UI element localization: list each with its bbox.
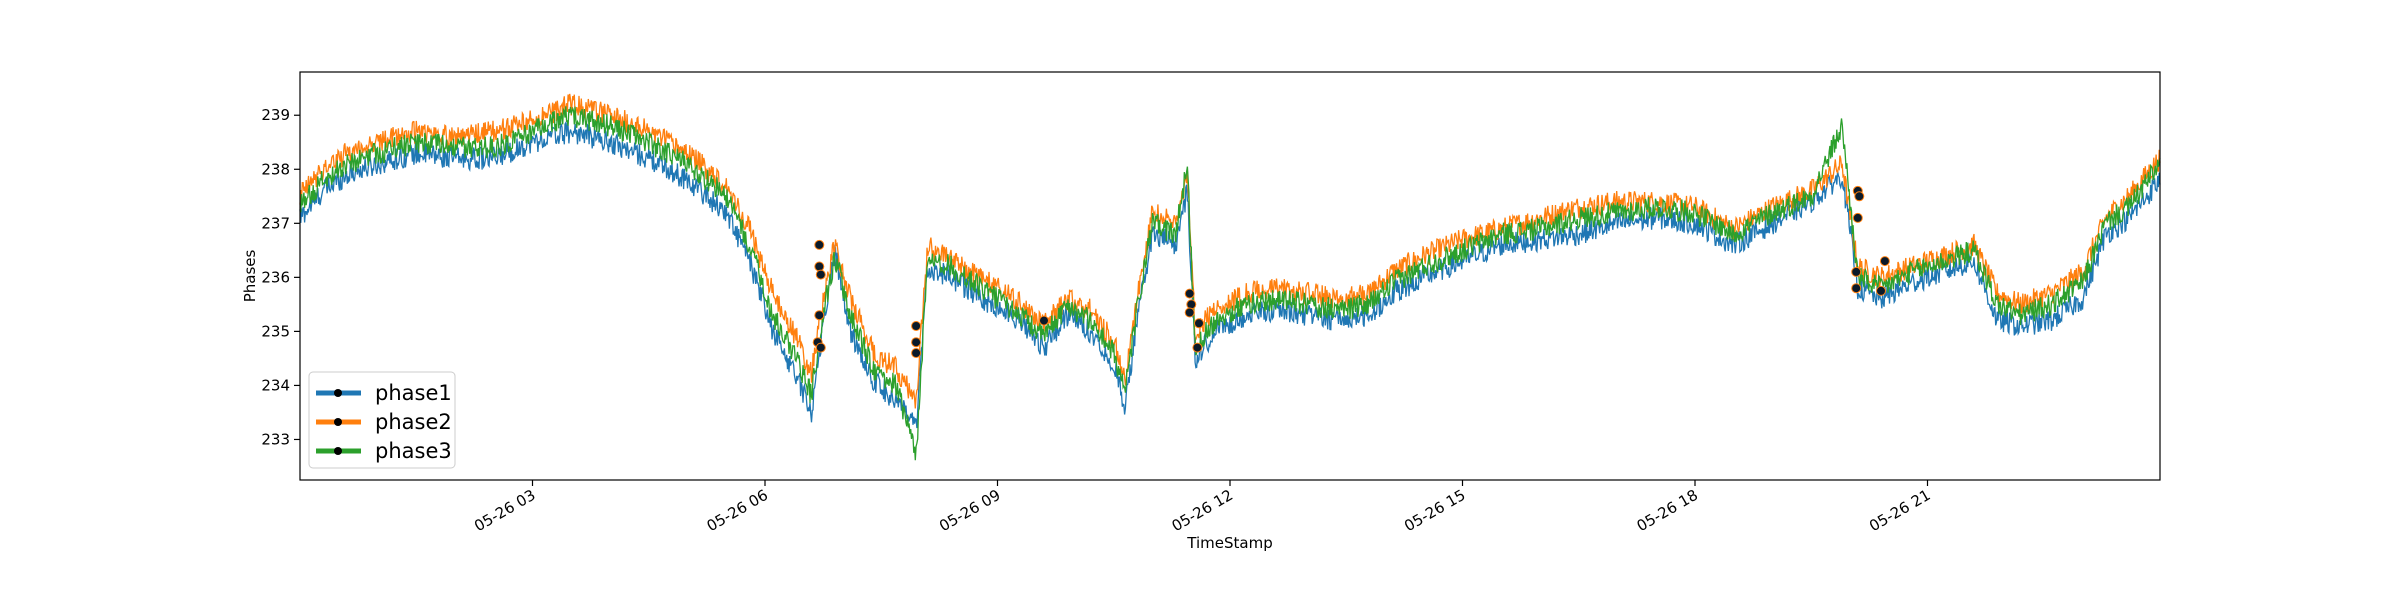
- anomaly-marker: [814, 261, 825, 272]
- y-axis-label: Phases: [241, 250, 259, 303]
- y-tick-label: 235: [261, 322, 290, 340]
- anomaly-marker: [1876, 285, 1886, 296]
- anomaly-marker: [1851, 283, 1862, 294]
- legend-entry-phase3: phase3: [316, 439, 452, 463]
- x-tick-label: 05-26 09: [936, 486, 1003, 535]
- legend-marker-phase3: [334, 447, 342, 455]
- x-axis: 05-26 03 05-26 06 05-26 09 05-26 12 05-26 15…: [471, 480, 1934, 535]
- y-tick-label: 233: [261, 430, 290, 448]
- x-tick-label: 05-26 21: [1866, 486, 1933, 535]
- anomaly-marker: [1851, 266, 1862, 277]
- anomaly-marker: [1854, 191, 1865, 202]
- anomaly-marker: [814, 239, 825, 250]
- anomaly-marker: [911, 348, 922, 358]
- x-tick-label: 05-26 15: [1401, 486, 1468, 535]
- y-tick-label: 234: [261, 376, 290, 394]
- anomaly-marker: [1879, 256, 1890, 267]
- legend: phase1 phase2 phase3: [308, 371, 456, 469]
- x-tick-label: 05-26 06: [704, 486, 771, 535]
- anomaly-marker: [1039, 315, 1049, 326]
- anomaly-marker: [1852, 212, 1863, 223]
- series-line-phase3: [299, 106, 2161, 461]
- plot-area: [299, 71, 2161, 481]
- anomaly-marker: [911, 337, 922, 348]
- anomaly-marker: [1192, 342, 1203, 353]
- legend-entry-phase2: phase2: [316, 410, 452, 434]
- anomaly-marker: [814, 310, 825, 321]
- legend-label-phase3: phase3: [375, 439, 452, 463]
- legend-box: [308, 371, 456, 469]
- y-tick-label: 238: [261, 160, 290, 178]
- x-tick-label: 05-26 12: [1169, 486, 1236, 535]
- anomaly-marker: [815, 342, 826, 353]
- legend-marker-phase1: [334, 389, 342, 397]
- y-tick-label: 236: [261, 268, 290, 286]
- anomaly-marker: [1184, 307, 1195, 318]
- anomaly-marker: [1194, 318, 1204, 329]
- y-tick-label: 239: [261, 106, 290, 124]
- series-line-phase2: [299, 93, 2161, 409]
- legend-label-phase1: phase1: [375, 381, 452, 405]
- x-tick-label: 05-26 03: [471, 486, 538, 535]
- anomaly-marker: [815, 269, 826, 280]
- anomaly-marker: [1186, 299, 1197, 310]
- legend-label-phase2: phase2: [375, 410, 452, 434]
- x-tick-label: 05-26 18: [1634, 486, 1701, 535]
- anomaly-marker: [911, 321, 922, 331]
- y-axis: 233 234 235 236 237 238 239: [261, 106, 300, 448]
- legend-entry-phase1: phase1: [316, 381, 452, 405]
- marker-layer: [812, 185, 1890, 358]
- y-tick-label: 237: [261, 214, 290, 232]
- series-layer: [299, 93, 2161, 461]
- x-axis-label: TimeStamp: [1186, 534, 1272, 552]
- anomaly-marker: [1184, 288, 1195, 299]
- legend-marker-phase2: [334, 418, 342, 426]
